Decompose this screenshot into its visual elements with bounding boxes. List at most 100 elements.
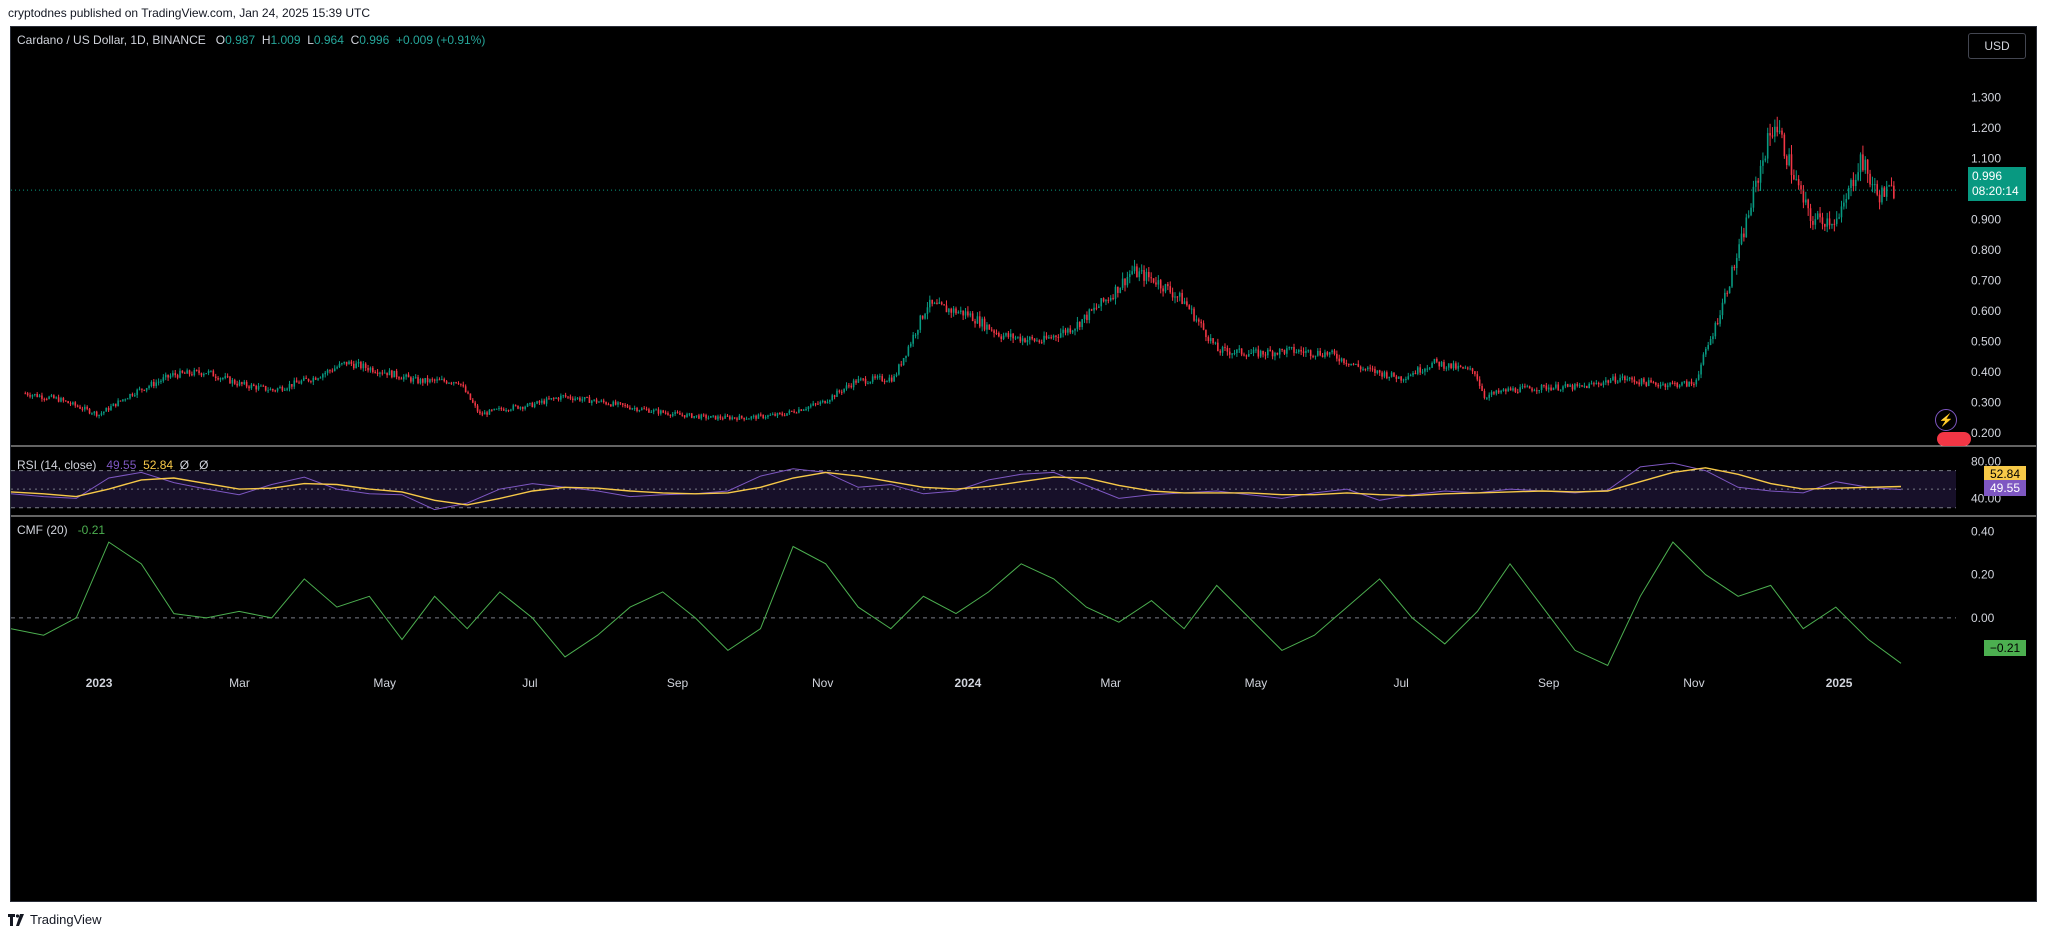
low-label: L bbox=[307, 33, 314, 47]
candle-body bbox=[750, 416, 753, 419]
candle-body bbox=[372, 367, 374, 373]
candle-body bbox=[1533, 390, 1536, 392]
candle-body bbox=[1614, 376, 1617, 383]
candle-body bbox=[576, 397, 579, 399]
candle-body bbox=[1797, 179, 1800, 186]
candle-body bbox=[831, 395, 834, 401]
candle-body bbox=[388, 370, 391, 376]
candle-body bbox=[495, 408, 498, 410]
candle-body bbox=[312, 377, 315, 382]
candle-body bbox=[391, 370, 393, 378]
candle-body bbox=[1809, 208, 1812, 222]
candle-body bbox=[1871, 184, 1874, 186]
candle-body bbox=[1028, 336, 1031, 340]
candle-body bbox=[393, 370, 396, 378]
price-axis-tick: 0.400 bbox=[1971, 365, 2001, 379]
candle-body bbox=[126, 398, 129, 400]
candle-body bbox=[1835, 218, 1838, 224]
candle-body bbox=[1076, 321, 1079, 329]
low-value: 0.964 bbox=[313, 33, 344, 47]
candle-body bbox=[1007, 333, 1010, 337]
candle-body bbox=[900, 364, 903, 366]
time-axis-tick: May bbox=[373, 676, 396, 690]
candle-body bbox=[845, 385, 848, 389]
candle-body bbox=[1804, 199, 1807, 203]
candle-body bbox=[890, 377, 893, 382]
candle-body bbox=[1821, 217, 1824, 225]
candle-body bbox=[1307, 350, 1310, 352]
candle-body bbox=[1414, 373, 1417, 375]
candle-body bbox=[224, 376, 227, 379]
candle-body bbox=[364, 363, 367, 368]
candle-body bbox=[1469, 368, 1471, 370]
candle-body bbox=[1031, 336, 1033, 339]
candle-body bbox=[307, 378, 310, 382]
candle-body bbox=[1645, 382, 1648, 386]
candle-body bbox=[345, 361, 348, 365]
candle-body bbox=[1038, 340, 1041, 343]
candle-body bbox=[1131, 271, 1133, 275]
currency-button[interactable]: USD bbox=[1968, 33, 2026, 59]
candle-body bbox=[252, 384, 255, 386]
candle-body bbox=[1757, 180, 1759, 183]
candle-body bbox=[105, 407, 108, 412]
time-axis-tick: 2025 bbox=[1826, 676, 1853, 690]
candle-body bbox=[1602, 382, 1605, 385]
candle-body bbox=[1067, 328, 1069, 333]
candle-body bbox=[917, 329, 919, 335]
candle-body bbox=[281, 386, 284, 391]
candle-body bbox=[1345, 363, 1348, 365]
candle-body bbox=[1557, 384, 1560, 391]
candle-body bbox=[757, 414, 760, 419]
candle-body bbox=[376, 372, 379, 374]
candle-body bbox=[1021, 338, 1024, 342]
candle-body bbox=[1424, 368, 1426, 372]
candle-body bbox=[990, 329, 993, 331]
candle-body bbox=[1167, 284, 1169, 287]
candle-body bbox=[1393, 372, 1395, 377]
candle-body bbox=[1055, 335, 1057, 337]
symbol-title[interactable]: Cardano / US Dollar, 1D, BINANCE bbox=[17, 33, 206, 47]
candle-body bbox=[976, 316, 979, 324]
candle-body bbox=[1419, 367, 1421, 373]
candle-body bbox=[491, 409, 493, 411]
cmf-title[interactable]: CMF (20) bbox=[17, 523, 68, 537]
chart-container[interactable]: 1.300 1.200 1.100 0.900 0.800 0.700 0.600 0.500… bbox=[10, 26, 2037, 902]
candle-body bbox=[298, 382, 300, 384]
flag-icon[interactable] bbox=[1937, 432, 1971, 446]
candle-body bbox=[91, 413, 93, 415]
candle-body bbox=[1045, 335, 1048, 339]
candle-body bbox=[1762, 160, 1764, 166]
candle-body bbox=[457, 383, 460, 385]
candle-body bbox=[241, 382, 243, 384]
candle-body bbox=[236, 383, 238, 386]
rsi-title[interactable]: RSI (14, close) bbox=[17, 458, 97, 472]
candle-body bbox=[426, 377, 429, 383]
rsi-axis-tick: 80.00 bbox=[1971, 454, 2001, 468]
chart-canvas[interactable]: 1.300 1.200 1.100 0.900 0.800 0.700 0.600 0.500… bbox=[11, 27, 2036, 901]
candle-body bbox=[1374, 368, 1376, 373]
candle-body bbox=[626, 405, 629, 408]
rsi-upper-legend-value: Ø bbox=[179, 458, 190, 472]
cmf-legend-value: -0.21 bbox=[77, 523, 106, 537]
rsi-legend-value: 49.55 bbox=[106, 458, 137, 472]
candle-body bbox=[840, 391, 843, 393]
candle-body bbox=[533, 403, 536, 408]
candle-body bbox=[867, 383, 869, 385]
candle-body bbox=[1838, 217, 1840, 219]
candle-body bbox=[1443, 362, 1445, 369]
lightning-icon[interactable]: ⚡ bbox=[1935, 409, 1957, 431]
candle-body bbox=[729, 416, 731, 420]
candle-body bbox=[1702, 354, 1705, 365]
candle-body bbox=[1093, 307, 1095, 311]
candle-body bbox=[1314, 355, 1317, 357]
candle-body bbox=[69, 403, 72, 405]
candle-body bbox=[1678, 385, 1681, 387]
candle-body bbox=[657, 409, 660, 414]
candle-body bbox=[369, 367, 372, 371]
candle-body bbox=[488, 409, 491, 415]
candle-body bbox=[1362, 368, 1364, 370]
candle-body bbox=[1438, 361, 1441, 367]
candle-body bbox=[1062, 329, 1064, 334]
candle-body bbox=[1183, 301, 1186, 304]
